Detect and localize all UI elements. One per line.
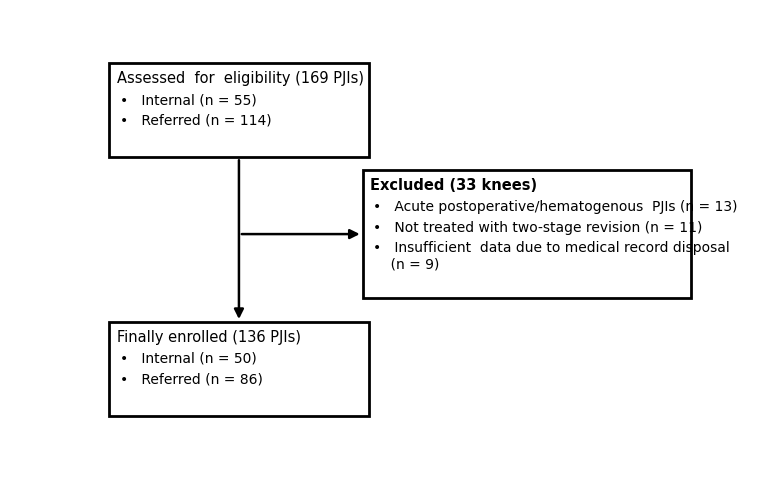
Text: •   Referred (n = 86): • Referred (n = 86) [120, 372, 263, 386]
FancyBboxPatch shape [109, 322, 369, 416]
Text: Assessed  for  eligibility (169 PJIs): Assessed for eligibility (169 PJIs) [117, 71, 364, 86]
Text: •   Internal (n = 55): • Internal (n = 55) [120, 93, 257, 107]
Text: •   Referred (n = 114): • Referred (n = 114) [120, 113, 272, 127]
Text: Excluded (33 knees): Excluded (33 knees) [370, 179, 538, 193]
FancyBboxPatch shape [109, 63, 369, 157]
Text: •   Acute postoperative/hematogenous  PJIs (n = 13): • Acute postoperative/hematogenous PJIs … [373, 200, 738, 214]
Text: •   Not treated with two-stage revision (n = 11): • Not treated with two-stage revision (n… [373, 220, 703, 235]
Text: •   Internal (n = 50): • Internal (n = 50) [120, 352, 257, 366]
FancyBboxPatch shape [363, 170, 691, 298]
Text: Finally enrolled (136 PJIs): Finally enrolled (136 PJIs) [117, 330, 301, 345]
Text: •   Insufficient  data due to medical record disposal
    (n = 9): • Insufficient data due to medical recor… [373, 241, 730, 271]
